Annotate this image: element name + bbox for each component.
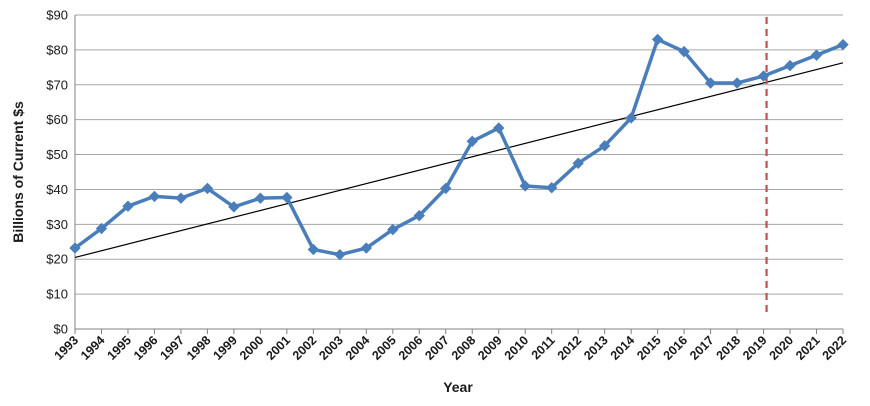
x-tick-label-2018: 2018	[714, 333, 744, 363]
y-axis-title: Billions of Current $s	[10, 101, 26, 243]
data-point-2012	[572, 157, 584, 169]
trendline	[74, 62, 844, 259]
data-point-2017	[704, 77, 717, 89]
x-tick-label-1996: 1996	[131, 333, 161, 363]
data-point-2010	[519, 180, 531, 192]
axes	[74, 15, 844, 334]
data-point-2003	[334, 248, 346, 261]
x-tick-label-2022: 2022	[820, 333, 850, 363]
x-tick-label-2019: 2019	[740, 333, 770, 363]
x-tick-label-2007: 2007	[422, 333, 452, 363]
data-point-2020	[784, 59, 796, 72]
data-point-1999	[228, 201, 240, 213]
data-point-1994	[95, 222, 108, 235]
y-tick-label-30: $30	[46, 217, 68, 232]
data-point-2011	[545, 181, 558, 194]
data-point-2000	[254, 192, 267, 204]
x-axis-title: Year	[443, 379, 473, 395]
x-tick-label-1999: 1999	[210, 333, 240, 363]
x-tick-label-2004: 2004	[343, 333, 373, 363]
data-point-2013	[598, 140, 611, 152]
data-point-2016	[678, 45, 690, 58]
x-tick-label-2009: 2009	[475, 333, 505, 363]
x-tick-label-2005: 2005	[369, 333, 399, 363]
y-tick-label-40: $40	[46, 182, 68, 197]
x-tick-label-2020: 2020	[767, 333, 797, 363]
trendline-group	[74, 62, 844, 259]
x-tick-label-2003: 2003	[316, 333, 346, 363]
x-tick-label-1993: 1993	[52, 333, 82, 363]
x-tick-label-2014: 2014	[608, 333, 638, 363]
x-tick-label-1995: 1995	[105, 333, 135, 363]
data-point-2019	[757, 70, 770, 82]
data-point-2004	[360, 242, 373, 254]
data-point-2021	[810, 49, 823, 61]
data-point-2008	[466, 135, 478, 148]
x-tick-label-2001: 2001	[263, 333, 293, 363]
x-tick-label-1997: 1997	[157, 333, 187, 363]
x-tick-label-2015: 2015	[634, 333, 664, 363]
x-tick-label-2011: 2011	[529, 333, 558, 362]
data-point-2005	[387, 223, 399, 236]
y-tick-label-10: $10	[46, 287, 68, 302]
x-tick-label-2006: 2006	[396, 333, 426, 363]
y-tick-label-60: $60	[46, 112, 68, 127]
x-tick-label-2010: 2010	[502, 333, 532, 363]
y-tick-label-80: $80	[46, 42, 68, 57]
x-tick-label-2017: 2017	[687, 333, 717, 363]
data-point-2007	[440, 182, 452, 195]
data-point-1993	[69, 242, 81, 254]
data-point-2022	[837, 38, 849, 51]
x-tick-label-1994: 1994	[78, 333, 108, 363]
data-point-2015	[651, 33, 664, 46]
data-point-2014	[625, 112, 637, 124]
y-tick-label-0: $0	[54, 322, 68, 337]
data-point-2009	[493, 122, 505, 134]
data-point-1997	[175, 192, 187, 204]
x-tick-label-2002: 2002	[290, 333, 320, 363]
x-tick-label-2000: 2000	[237, 333, 267, 363]
x-tick-label-2013: 2013	[581, 333, 611, 363]
x-tick-label-2012: 2012	[555, 333, 585, 363]
series-group	[69, 33, 849, 261]
series-line-0	[73, 37, 845, 257]
data-point-2001	[281, 191, 293, 204]
data-point-2002	[307, 243, 320, 256]
x-tick-label-2021: 2021	[793, 333, 823, 363]
data-point-2006	[413, 209, 425, 222]
y-tick-label-70: $70	[46, 77, 68, 92]
y-tick-label-50: $50	[46, 147, 68, 162]
data-point-2018	[731, 77, 743, 89]
gridlines	[75, 14, 843, 295]
x-tick-label-1998: 1998	[184, 333, 214, 363]
y-tick-label-90: $90	[46, 8, 68, 23]
x-tick-label-2008: 2008	[449, 333, 479, 363]
data-point-1998	[201, 182, 214, 195]
y-tick-label-20: $20	[46, 252, 68, 267]
data-point-1995	[122, 200, 134, 212]
data-point-1996	[148, 190, 161, 203]
x-tick-label-2016: 2016	[661, 333, 691, 363]
